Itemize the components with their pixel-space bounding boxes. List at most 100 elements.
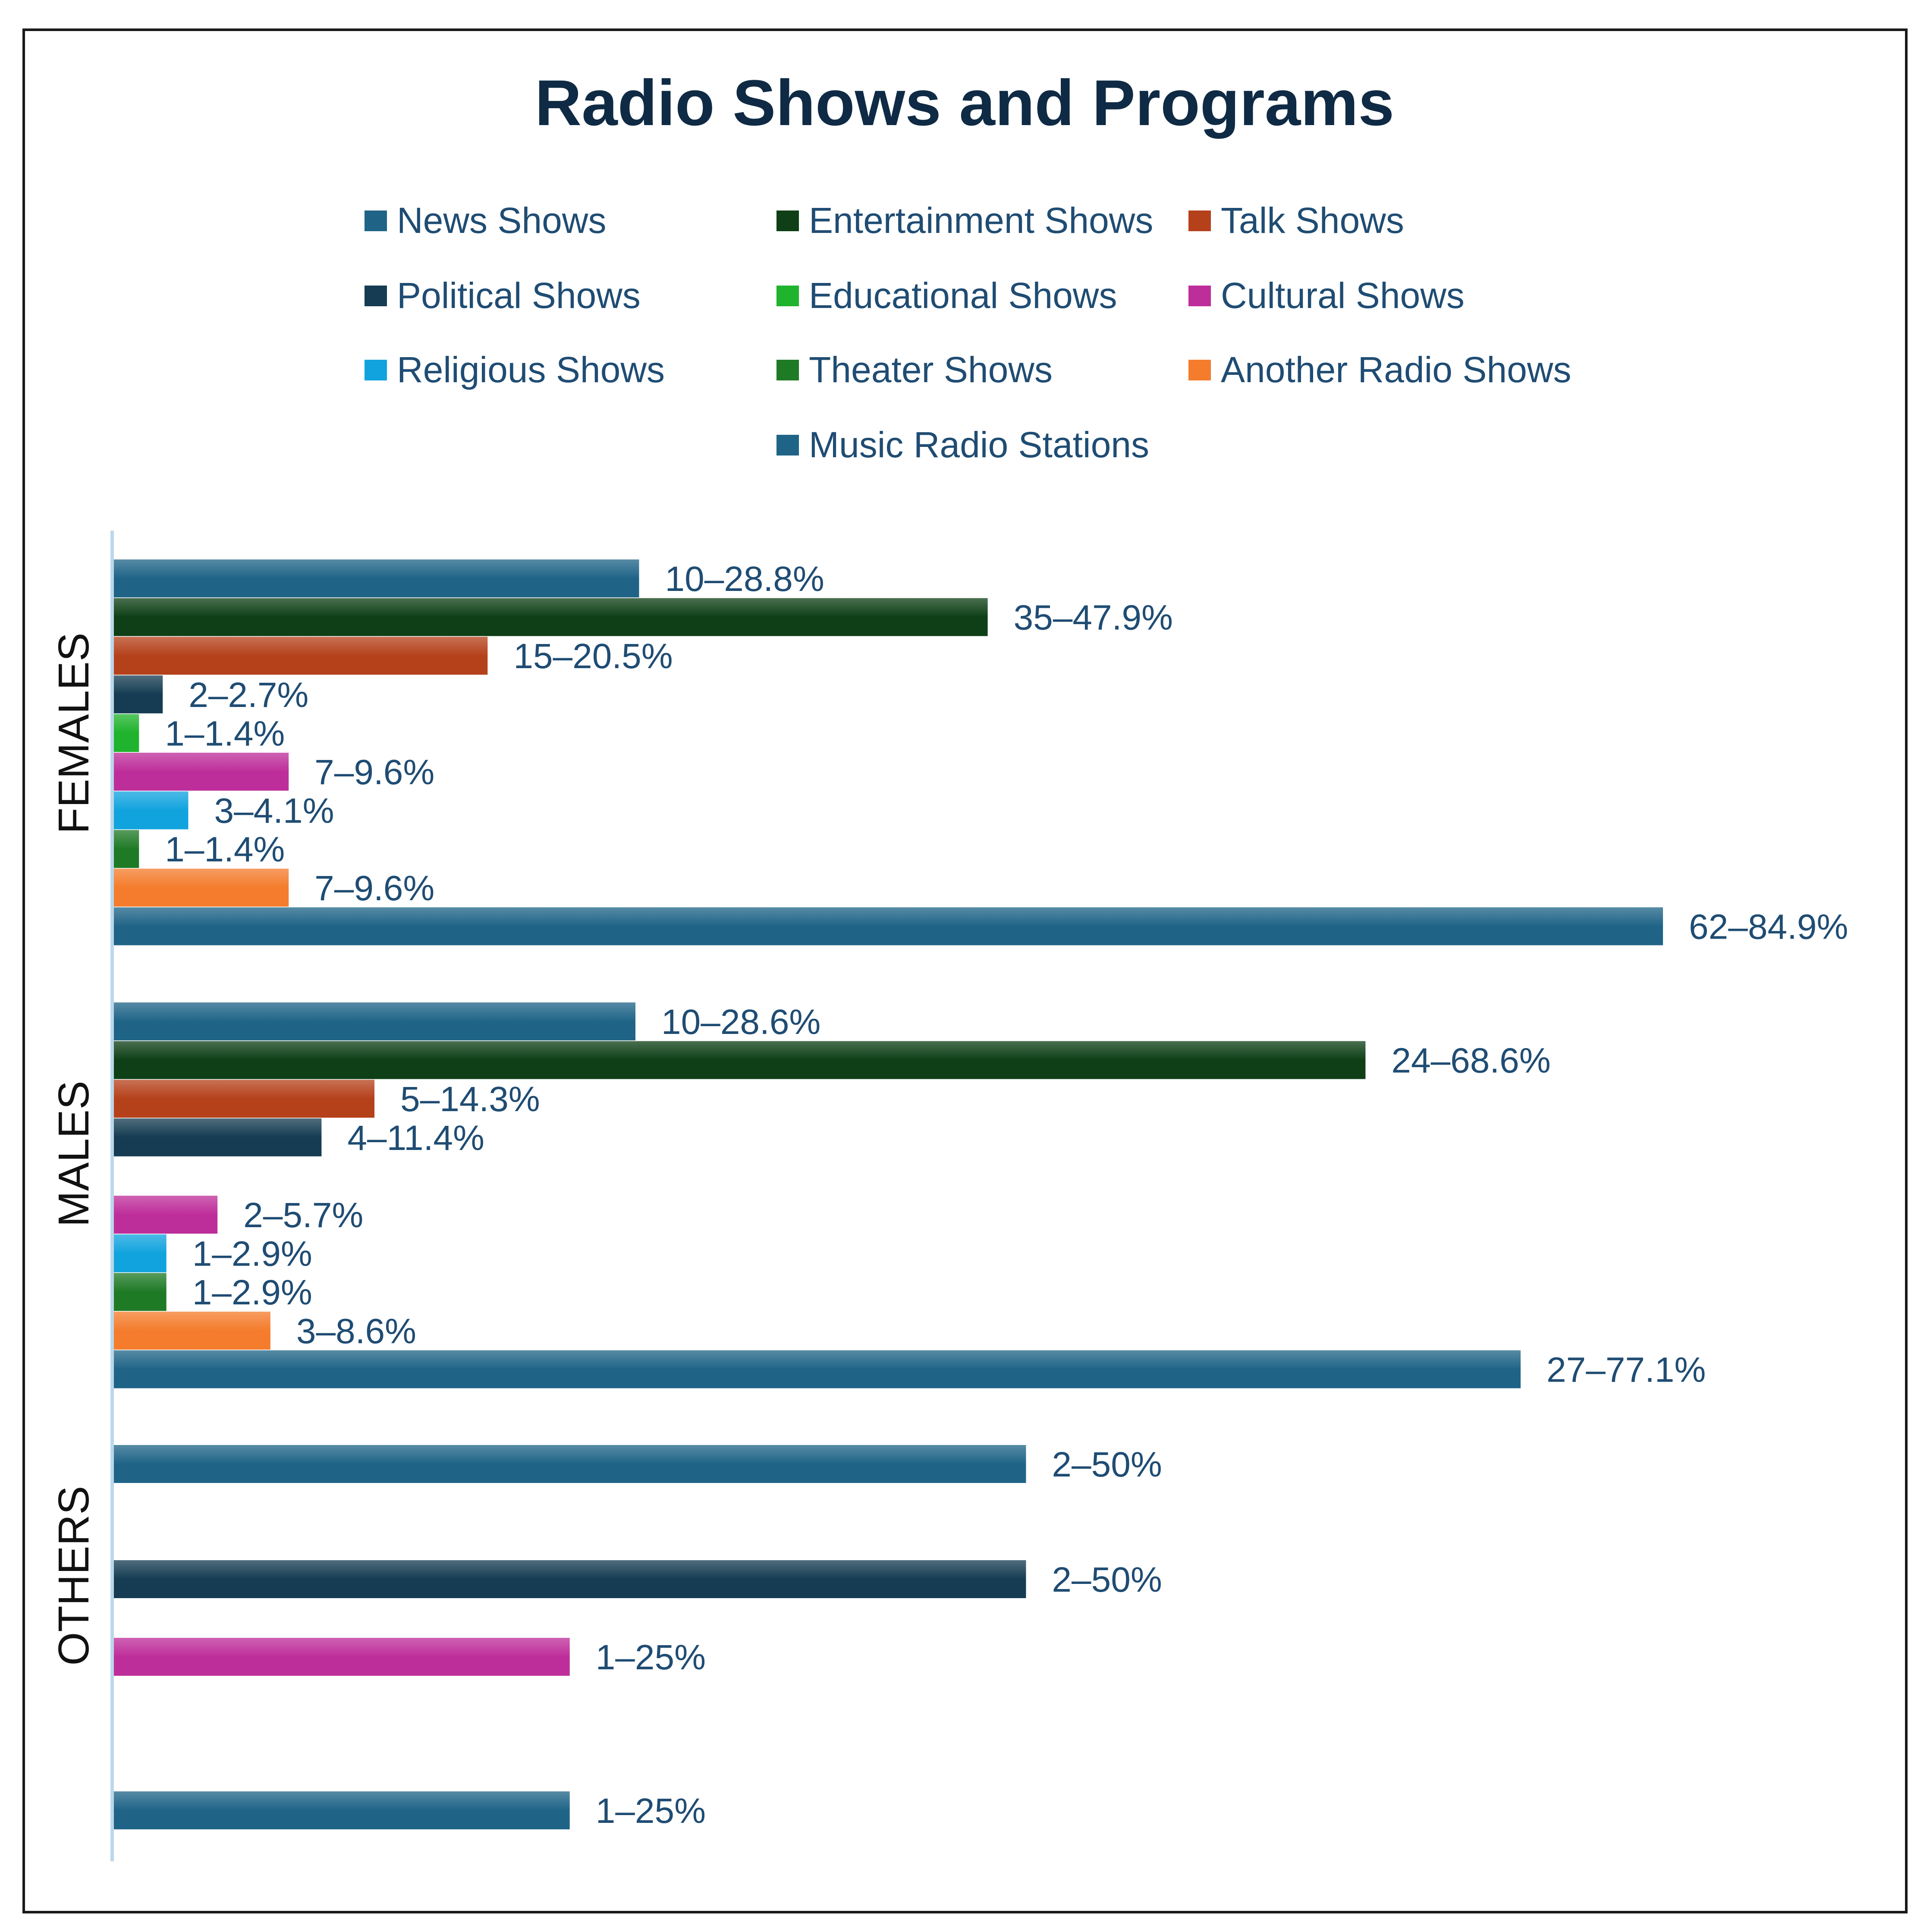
group-labels: FEMALES MALES OTHERS: [50, 633, 98, 1666]
data-label: 2–5.7%: [243, 1196, 363, 1235]
bar-rect: [113, 559, 639, 597]
bar-males-music-radio-stations: 27–77.1%: [113, 1350, 1706, 1389]
bar-females-entertainment-shows: 35–47.9%: [113, 598, 1173, 638]
legend-label: Talk Shows: [1221, 200, 1404, 241]
bar-rect: [113, 1445, 1026, 1483]
data-label: 5–14.3%: [400, 1080, 540, 1119]
data-label: 10–28.8%: [665, 559, 824, 599]
legend-swatch: [776, 286, 799, 306]
bar-rect: [113, 1080, 375, 1118]
legend-swatch: [1188, 286, 1211, 306]
group-label-females: FEMALES: [50, 633, 98, 834]
bar-males-theater-shows: 1–2.9%: [113, 1273, 312, 1312]
bar-rect: [113, 1311, 270, 1350]
data-label: 27–77.1%: [1547, 1350, 1706, 1389]
group-label-others: OTHERS: [50, 1486, 98, 1666]
data-label: 1–25%: [596, 1791, 706, 1831]
bar-others-cultural-shows: 1–25%: [113, 1638, 706, 1677]
legend-item-entertainment-shows: Entertainment Shows: [776, 200, 1153, 241]
legend-label: Political Shows: [397, 275, 641, 316]
chart-frame: [22, 28, 1908, 1913]
legend-item-another-radio-shows: Another Radio Shows: [1188, 349, 1571, 390]
legend-swatch: [365, 360, 387, 380]
bar-rect: [113, 1118, 322, 1156]
data-label: 62–84.9%: [1689, 907, 1848, 946]
bar-males-another-radio-shows: 3–8.6%: [113, 1311, 416, 1351]
legend-swatch: [776, 435, 799, 456]
legend-item-educational-shows: Educational Shows: [776, 275, 1117, 316]
legend-label: Educational Shows: [809, 275, 1117, 316]
bar-rect: [113, 830, 139, 868]
bar-rect: [113, 1002, 636, 1040]
data-label: 35–47.9%: [1014, 598, 1173, 638]
bar-rect: [113, 907, 1663, 946]
bar-area: 10–28.8%35–47.9%15–20.5%2–2.7%1–1.4%7–9.…: [113, 559, 1848, 1831]
bar-rect: [113, 791, 189, 829]
data-label: 1–1.4%: [165, 714, 285, 753]
bar-females-religious-shows: 3–4.1%: [113, 791, 334, 831]
bar-rect: [113, 675, 163, 713]
legend-label: Entertainment Shows: [809, 200, 1153, 241]
bar-males-political-shows: 4–11.4%: [113, 1118, 484, 1158]
data-label: 1–1.4%: [165, 830, 285, 869]
bar-males-entertainment-shows: 24–68.6%: [113, 1041, 1551, 1081]
data-label: 3–4.1%: [214, 792, 334, 831]
bar-others-political-shows: 2–50%: [113, 1560, 1162, 1599]
data-label: 1–2.9%: [192, 1235, 312, 1274]
legend-label: News Shows: [397, 200, 607, 241]
bar-rect: [113, 1638, 570, 1676]
legend-label: Cultural Shows: [1221, 275, 1465, 316]
bar-females-talk-shows: 15–20.5%: [113, 637, 673, 676]
legend-item-cultural-shows: Cultural Shows: [1188, 275, 1465, 316]
bar-females-news-shows: 10–28.8%: [113, 559, 824, 599]
bar-females-music-radio-stations: 62–84.9%: [113, 907, 1848, 946]
legend-item-theater-shows: Theater Shows: [776, 349, 1053, 390]
legend-item-music-radio-stations: Music Radio Stations: [776, 424, 1149, 465]
bar-males-cultural-shows: 2–5.7%: [113, 1196, 363, 1235]
bar-others-news-shows: 2–50%: [113, 1445, 1162, 1484]
bar-rect: [113, 1350, 1521, 1389]
data-label: 2–2.7%: [189, 675, 308, 715]
legend-swatch: [776, 360, 799, 380]
legend-swatch: [1188, 360, 1211, 380]
bar-rect: [113, 1234, 167, 1272]
data-label: 24–68.6%: [1391, 1041, 1550, 1081]
legend-item-talk-shows: Talk Shows: [1188, 200, 1404, 241]
data-label: 2–50%: [1052, 1560, 1162, 1599]
bar-rect: [113, 1196, 218, 1234]
bar-rect: [113, 1273, 167, 1311]
data-label: 7–9.6%: [314, 753, 434, 792]
legend-label: Music Radio Stations: [809, 424, 1149, 465]
bar-males-religious-shows: 1–2.9%: [113, 1234, 312, 1274]
legend-swatch: [365, 210, 387, 231]
bar-males-talk-shows: 5–14.3%: [113, 1080, 540, 1119]
bar-others-music-radio-stations: 1–25%: [113, 1791, 706, 1831]
legend-swatch: [1188, 210, 1211, 231]
bar-females-educational-shows: 1–1.4%: [113, 714, 285, 753]
chart-title: Radio Shows and Programs: [535, 66, 1394, 139]
data-label: 1–2.9%: [192, 1273, 312, 1312]
legend-swatch: [776, 210, 799, 231]
bar-females-political-shows: 2–2.7%: [113, 675, 308, 715]
bar-females-another-radio-shows: 7–9.6%: [113, 868, 434, 908]
legend-label: Another Radio Shows: [1221, 349, 1571, 390]
legend-swatch: [365, 286, 387, 306]
group-label-males: MALES: [50, 1081, 98, 1227]
legend-label: Theater Shows: [809, 349, 1053, 390]
legend-item-political-shows: Political Shows: [365, 275, 641, 316]
data-label: 2–50%: [1052, 1445, 1162, 1484]
data-label: 1–25%: [596, 1638, 706, 1677]
bar-rect: [113, 598, 988, 636]
bar-rect: [113, 1041, 1366, 1079]
bar-rect: [113, 1560, 1026, 1598]
data-label: 4–11.4%: [347, 1118, 484, 1158]
bar-rect: [113, 714, 139, 752]
bar-males-news-shows: 10–28.6%: [113, 1002, 820, 1042]
legend-item-religious-shows: Religious Shows: [365, 349, 665, 390]
data-label: 10–28.6%: [661, 1002, 820, 1042]
bar-rect: [113, 637, 488, 675]
bar-rect: [113, 1791, 570, 1829]
bar-females-cultural-shows: 7–9.6%: [113, 753, 434, 792]
data-label: 15–20.5%: [513, 637, 673, 676]
